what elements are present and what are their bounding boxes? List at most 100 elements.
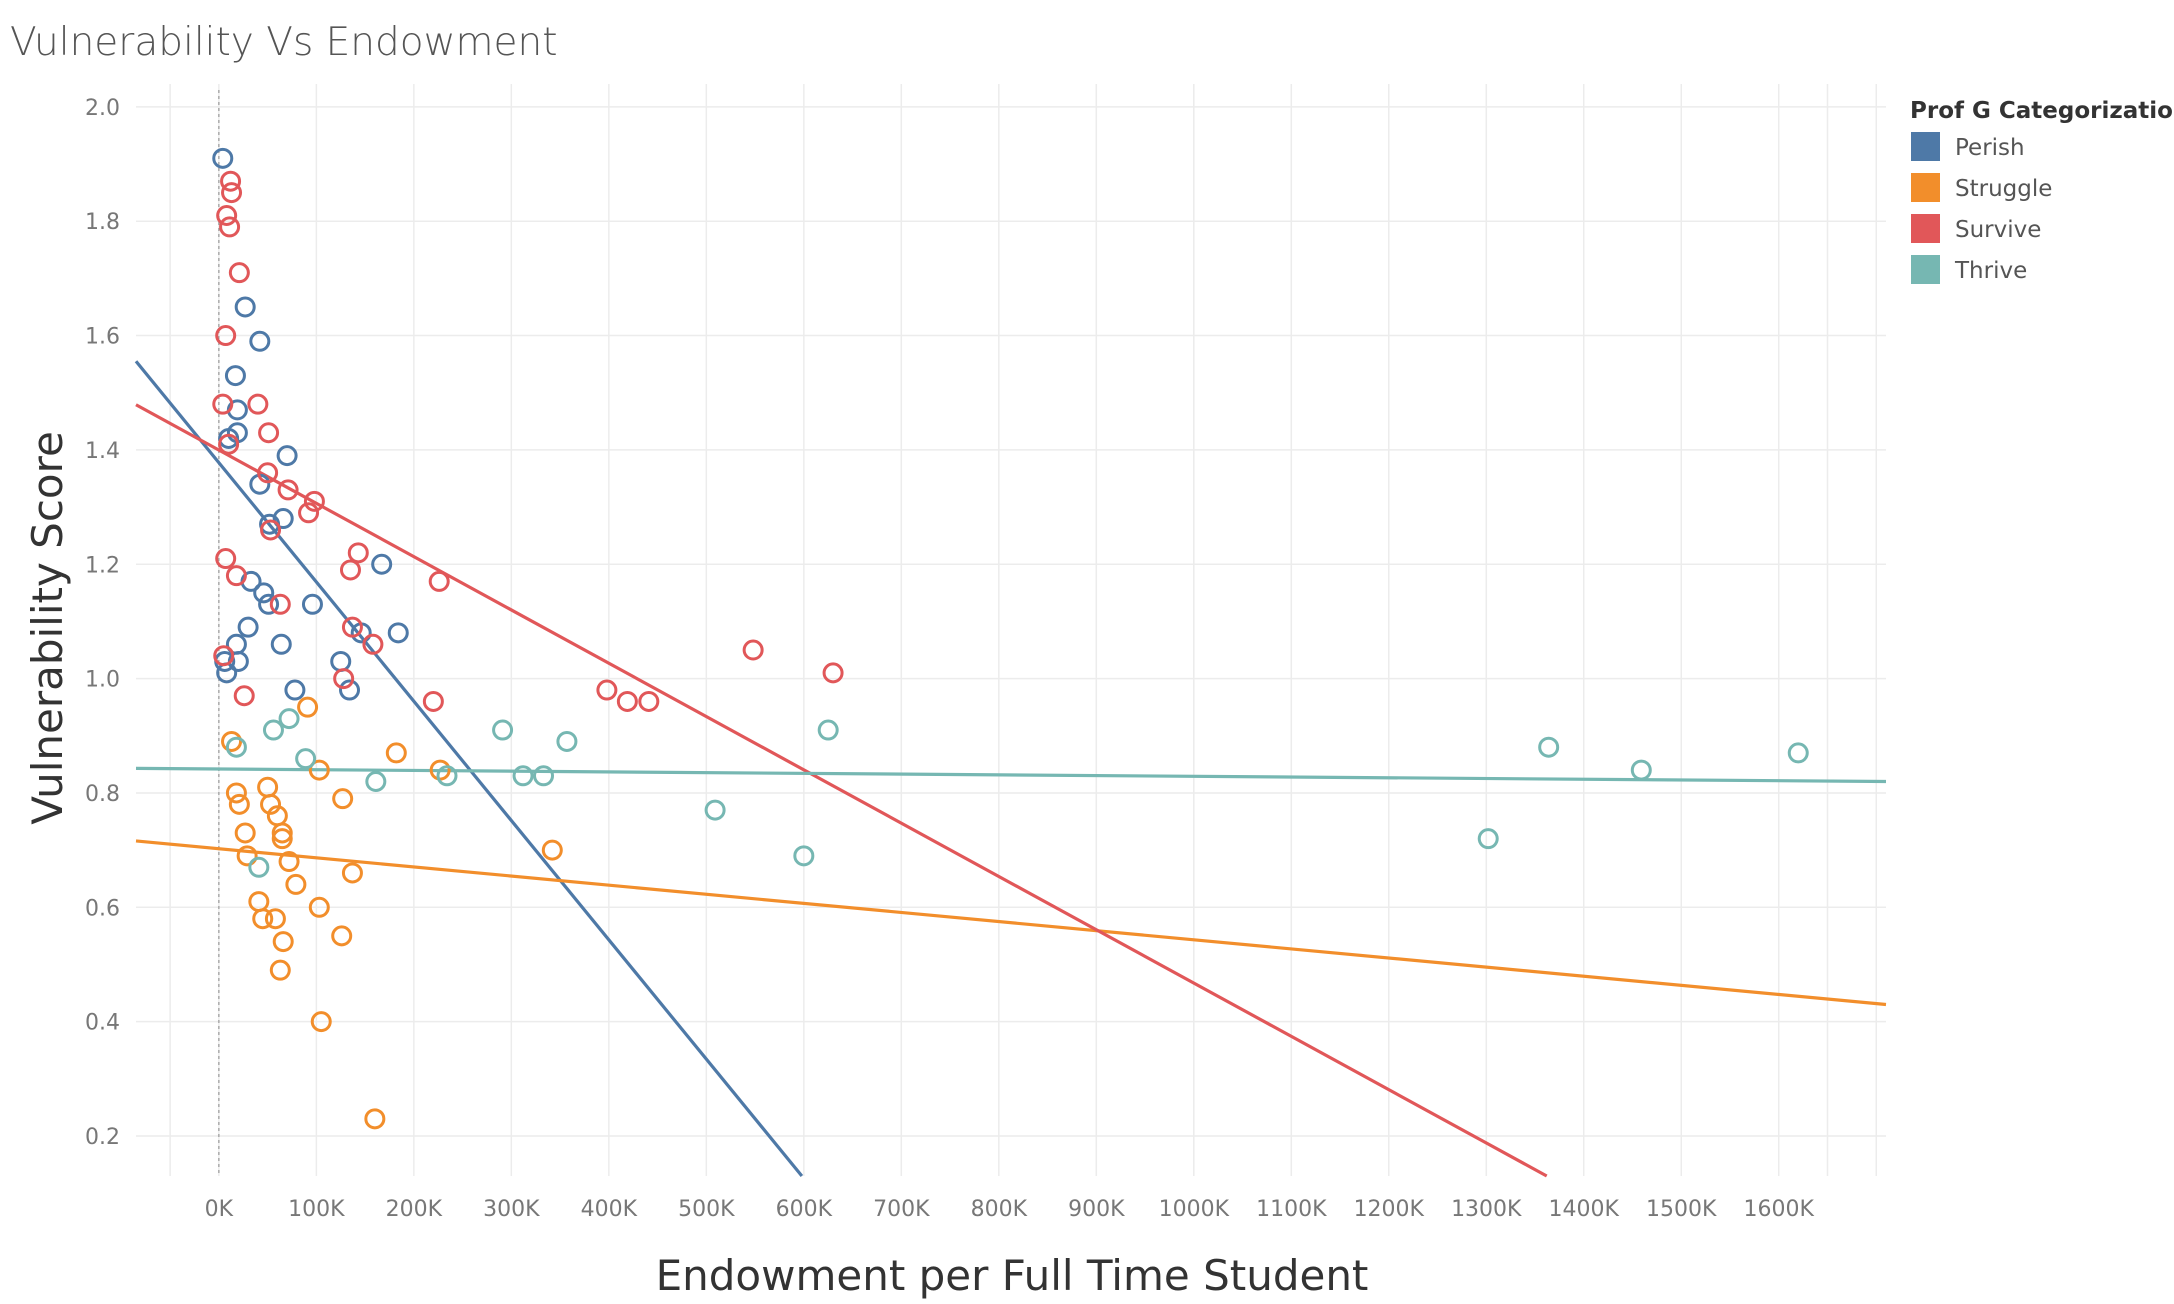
legend-label-struggle: Struggle [1955,176,2052,202]
legend-swatch-struggle [1911,173,1940,202]
point-struggle [264,908,286,930]
point-survive [220,170,242,192]
y-tick-label: 0.2 [85,1125,120,1150]
point-survive [216,204,238,226]
point-perish [234,296,256,318]
y-tick-label: 1.8 [85,210,120,235]
point-thrive [365,771,387,793]
point-struggle [269,959,291,981]
y-tick-label: 0.6 [85,896,120,921]
point-survive [422,690,444,712]
point-struggle [285,873,307,895]
point-struggle [341,862,363,884]
x-tick-label: 1500K [1646,1197,1717,1222]
point-perish [339,679,361,701]
point-thrive [1787,742,1809,764]
point-struggle [385,742,407,764]
point-perish [258,593,280,615]
point-struggle [310,1011,332,1033]
x-tick-label: 800K [971,1197,1028,1222]
point-perish [301,593,323,615]
point-survive [257,462,279,484]
point-struggle [234,822,256,844]
point-thrive [704,799,726,821]
point-perish [249,330,271,352]
point-survive [258,422,280,444]
x-tick-label: 1100K [1256,1197,1327,1222]
point-perish [330,650,352,672]
point-survive [742,639,764,661]
x-tick-label: 400K [581,1197,638,1222]
x-tick-label: 600K [776,1197,833,1222]
point-struggle [332,788,354,810]
point-survive [215,548,237,570]
point-survive [638,690,660,712]
point-survive [333,668,355,690]
point-survive [428,570,450,592]
point-survive [596,679,618,701]
point-survive [247,393,269,415]
point-perish [284,679,306,701]
point-struggle [260,793,282,815]
trend-line-struggle [135,839,1887,1007]
point-survive [298,502,320,524]
point-survive [219,216,241,238]
x-tick-label: 1000K [1159,1197,1230,1222]
legend-title: Prof G Categorization [1910,98,2174,124]
legend-label-thrive: Thrive [1954,258,2027,284]
point-thrive [492,719,514,741]
data-points [212,147,1809,1130]
point-survive [269,593,291,615]
x-tick-label: 1200K [1354,1197,1425,1222]
trend-lines [134,360,1887,1178]
y-tick-label: 0.4 [85,1011,120,1036]
point-survive [260,519,282,541]
point-thrive [556,730,578,752]
point-survive [822,662,844,684]
point-thrive [262,719,284,741]
x-tick-label: 100K [288,1197,345,1222]
point-struggle [225,782,247,804]
point-struggle [271,822,293,844]
point-survive [339,559,361,581]
legend-label-perish: Perish [1955,135,2025,161]
x-tick-label: 1300K [1451,1197,1522,1222]
x-axis-ticks: 0K 100K 200K 300K 400K 500K 600K 700K 800K 900K 10… [205,1197,1815,1222]
y-axis-ticks: 0.2 0.4 0.6 0.8 1.0 1.2 1.4 1.6 1.8 2.0 [85,96,120,1150]
point-thrive [1477,828,1499,850]
point-struggle [364,1108,386,1130]
x-tick-label: 0K [205,1197,234,1222]
grid-lines [136,84,1886,1176]
y-tick-label: 1.6 [85,325,120,350]
point-struggle [221,730,243,752]
point-perish [218,427,240,449]
point-thrive [248,856,270,878]
point-survive [228,262,250,284]
x-tick-label: 1400K [1549,1197,1620,1222]
point-perish [224,365,246,387]
point-thrive [1538,736,1560,758]
point-struggle [308,896,330,918]
point-struggle [272,931,294,953]
chart-title: Vulnerability Vs Endowment [10,20,558,65]
point-thrive [817,719,839,741]
point-survive [215,325,237,347]
x-axis-title: Endowment per Full Time Student [656,1251,1369,1300]
point-survive [233,685,255,707]
point-thrive [295,748,317,770]
point-thrive [512,765,534,787]
point-survive [218,433,240,455]
point-survive [362,633,384,655]
point-survive [225,565,247,587]
x-tick-label: 200K [386,1197,443,1222]
point-struggle [228,793,250,815]
point-struggle [271,828,293,850]
point-struggle [278,851,300,873]
y-tick-label: 2.0 [85,96,120,121]
point-survive [212,393,234,415]
point-thrive [793,845,815,867]
legend: Prof G Categorization Perish Struggle Surv… [1910,98,2174,284]
x-tick-label: 900K [1068,1197,1125,1222]
point-struggle [308,759,330,781]
legend-swatch-perish [1911,132,1940,161]
